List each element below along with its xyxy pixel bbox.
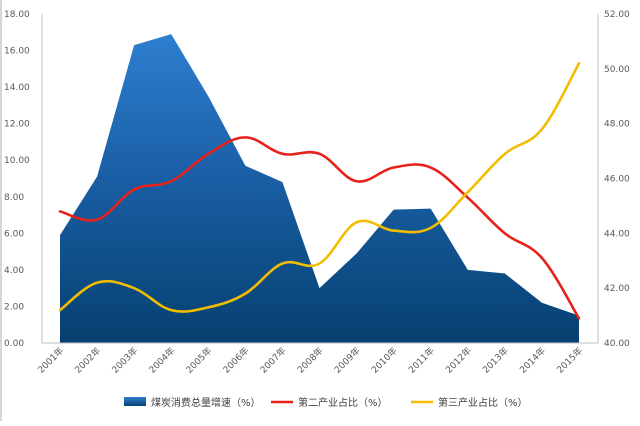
legend-label: 第二产业占比（%） bbox=[298, 396, 388, 409]
legend-item-0: 煤炭消费总量增速（%） bbox=[124, 396, 261, 409]
area-layer bbox=[60, 34, 579, 343]
x-tick-label: 2013年 bbox=[480, 345, 511, 376]
x-tick-label: 2002年 bbox=[72, 345, 103, 376]
legend-item-1: 第二产业占比（%） bbox=[271, 396, 388, 409]
legend-label: 煤炭消费总量增速（%） bbox=[151, 396, 261, 409]
right-tick-label: 44.00 bbox=[604, 229, 630, 239]
series-area-coal-consumption bbox=[60, 34, 579, 343]
x-tick-label: 2001年 bbox=[35, 345, 66, 376]
right-tick-label: 48.00 bbox=[604, 120, 630, 130]
left-tick-label: 2.00 bbox=[4, 302, 24, 312]
left-tick-label: 18.00 bbox=[4, 10, 30, 20]
left-tick-label: 10.00 bbox=[4, 156, 30, 166]
x-tick-label: 2015年 bbox=[554, 345, 585, 376]
left-tick-label: 14.00 bbox=[4, 83, 30, 93]
legend-label: 第三产业占比（%） bbox=[438, 396, 528, 409]
x-tick-label: 2009年 bbox=[332, 345, 363, 376]
x-tick-label: 2012年 bbox=[443, 345, 474, 376]
left-tick-label: 12.00 bbox=[4, 120, 30, 130]
series-line-1 bbox=[58, 136, 581, 320]
x-tick-label: 2006年 bbox=[220, 345, 251, 376]
line-layer bbox=[58, 62, 581, 320]
x-tick-label: 2004年 bbox=[146, 345, 177, 376]
left-tick-label: 16.00 bbox=[4, 47, 30, 57]
series-line-2 bbox=[58, 62, 581, 313]
right-tick-label: 52.00 bbox=[604, 10, 630, 20]
right-tick-label: 50.00 bbox=[604, 65, 630, 75]
left-tick-label: 4.00 bbox=[4, 266, 24, 276]
right-tick-label: 40.00 bbox=[604, 339, 630, 349]
x-tick-label: 2003年 bbox=[109, 345, 140, 376]
legend-swatch-area bbox=[124, 397, 146, 406]
left-tick-label: 0.00 bbox=[4, 339, 24, 349]
axis-layer bbox=[0, 0, 599, 421]
x-tick-label: 2005年 bbox=[183, 345, 214, 376]
right-tick-label: 46.00 bbox=[604, 175, 630, 185]
x-tick-label: 2007年 bbox=[258, 345, 289, 376]
x-tick-label: 2014年 bbox=[517, 345, 548, 376]
x-tick-label: 2008年 bbox=[295, 345, 326, 376]
x-tick-label: 2010年 bbox=[369, 345, 400, 376]
legend: 煤炭消费总量增速（%） 第二产业占比（%） 第三产业占比（%） bbox=[124, 396, 528, 409]
left-tick-label: 8.00 bbox=[4, 193, 24, 203]
legend-item-2: 第三产业占比（%） bbox=[411, 396, 528, 409]
right-tick-label: 42.00 bbox=[604, 284, 630, 294]
x-tick-label: 2011年 bbox=[406, 345, 437, 376]
left-tick-label: 6.00 bbox=[4, 229, 24, 239]
